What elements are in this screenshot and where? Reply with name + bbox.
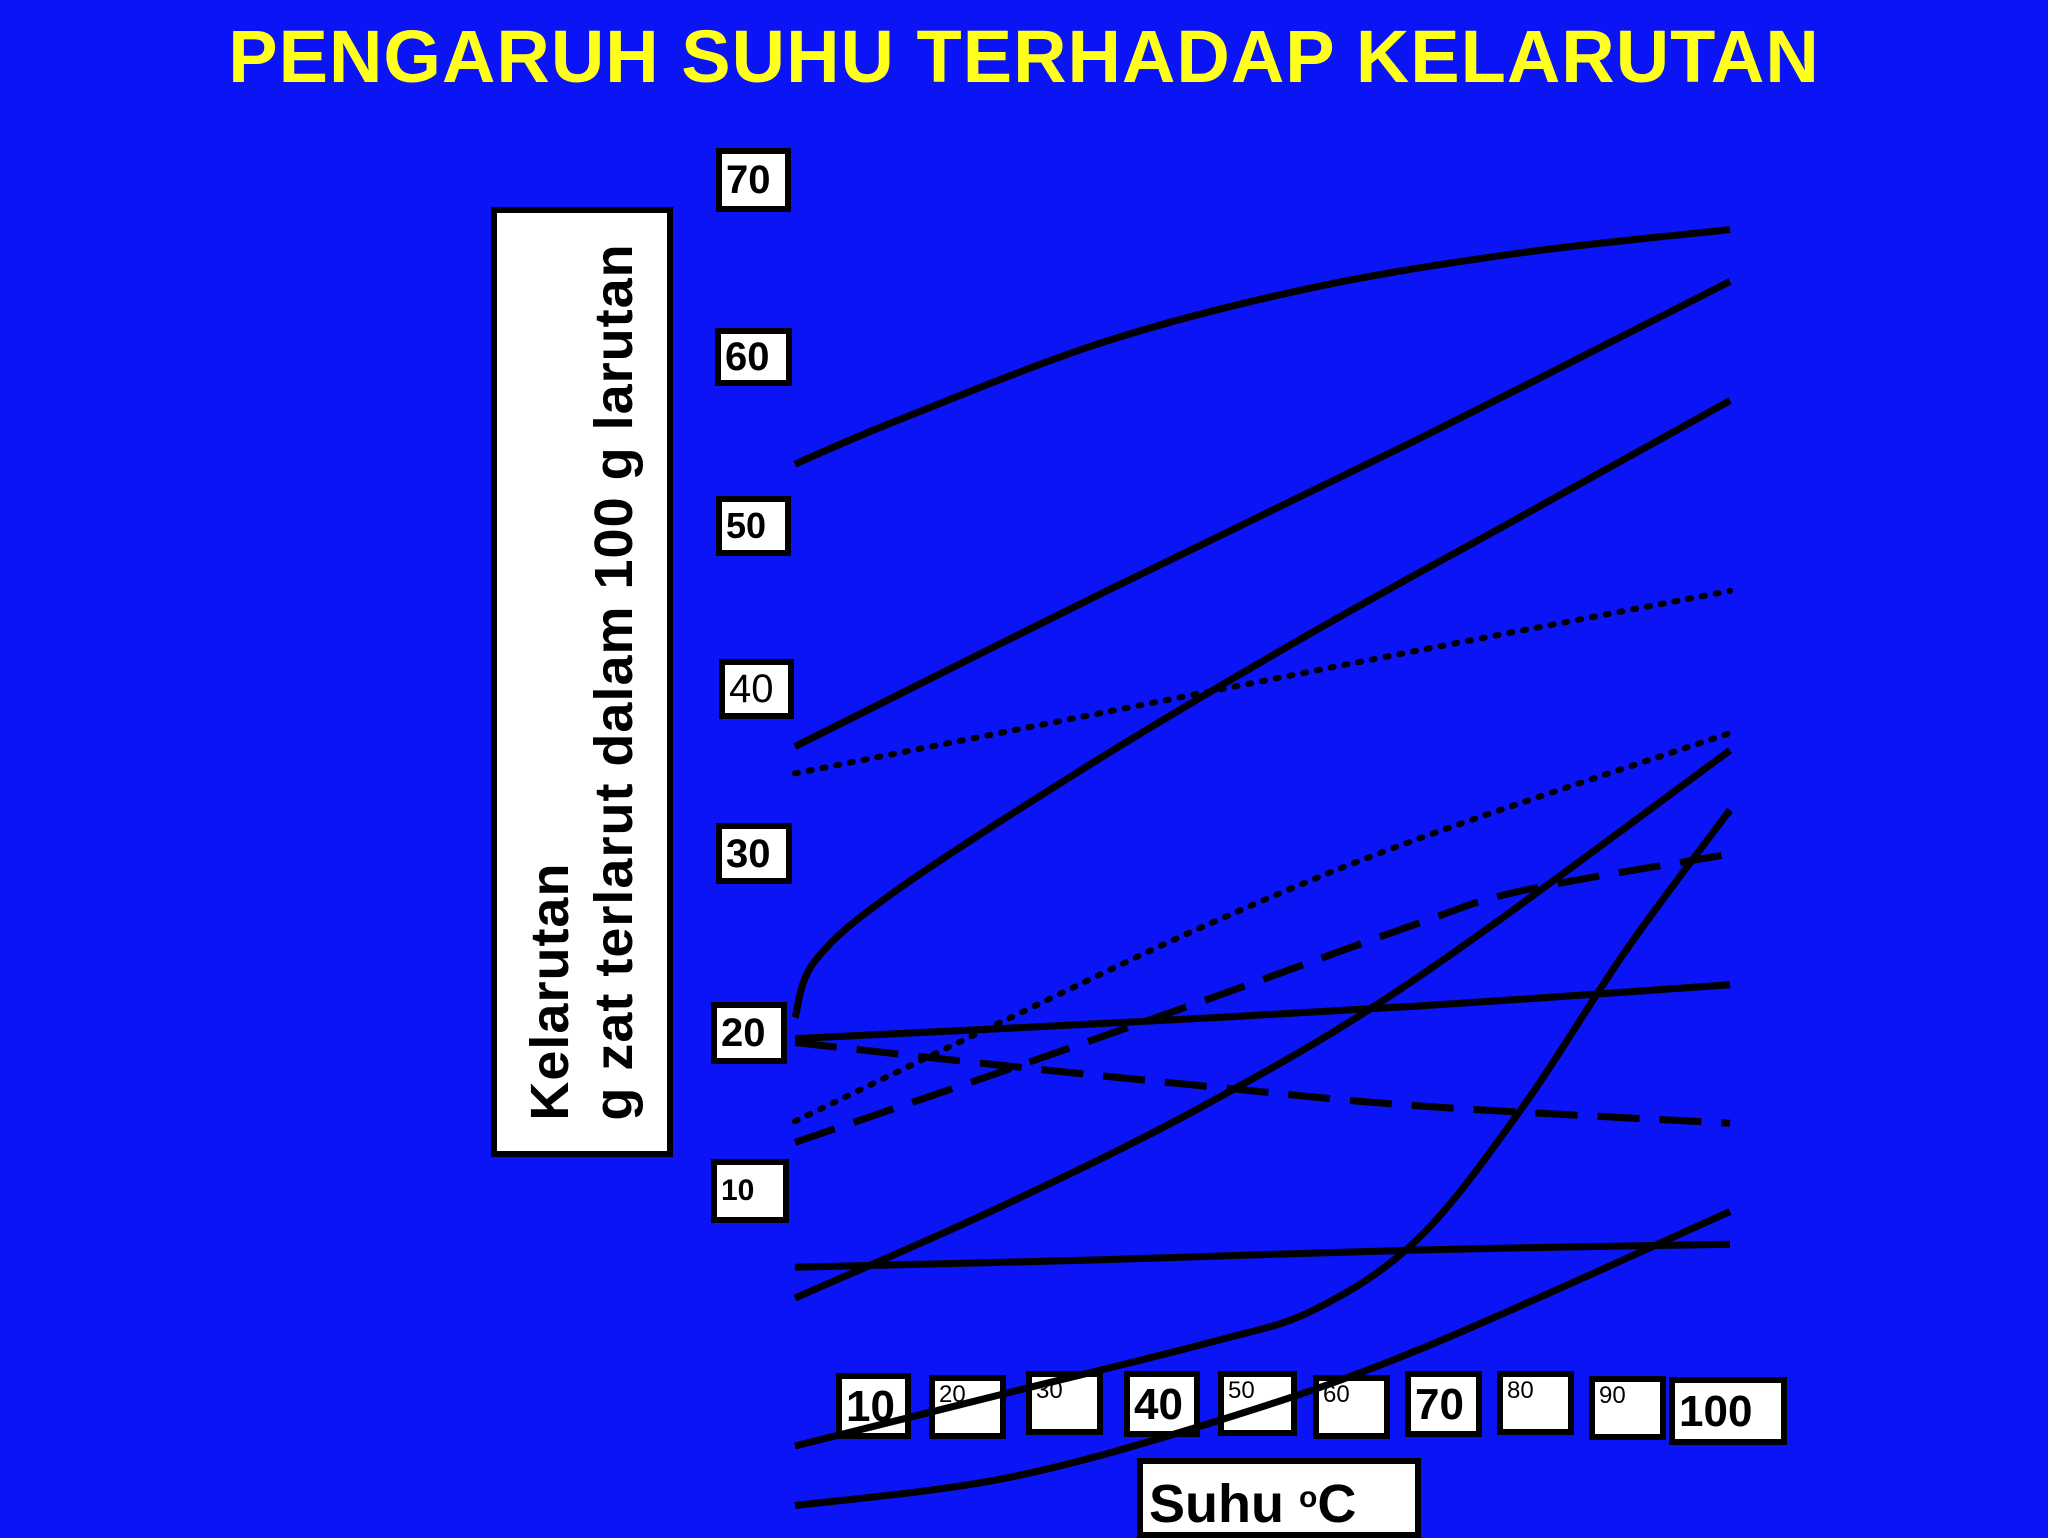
y-tick-label: 70: [716, 148, 791, 212]
y-tick-label: 40: [719, 659, 794, 719]
series-line-6: [793, 850, 1731, 1146]
series-line-4: [792, 587, 1733, 777]
y-tick-label: 60: [715, 328, 792, 386]
series-line-7: [794, 1039, 1731, 1127]
x-axis-label: Suhu oC: [1137, 1458, 1421, 1538]
x-axis-label-unit: C: [1317, 1474, 1357, 1534]
y-axis-label-line1: Kelarutan: [520, 862, 580, 1121]
series-line-1: [793, 226, 1731, 468]
x-tick-label: 20: [929, 1375, 1006, 1439]
series-line-5: [792, 730, 1733, 1125]
x-tick-label: 40: [1124, 1371, 1200, 1437]
x-axis-label-degree: o: [1299, 1481, 1318, 1514]
series-line-9: [793, 747, 1733, 1302]
y-tick-label: 50: [716, 496, 791, 556]
x-tick-label: 90: [1589, 1376, 1666, 1440]
x-tick-label: 10: [836, 1373, 911, 1439]
x-tick-label: 50: [1218, 1371, 1297, 1436]
series-line-8: [794, 981, 1731, 1043]
y-tick-label: 10: [711, 1159, 789, 1223]
series-line-11: [794, 807, 1733, 1450]
x-tick-label: 100: [1669, 1377, 1787, 1445]
y-axis-label-box: Kelarutan g zat terlarut dalam 100 g lar…: [491, 207, 673, 1157]
x-tick-label: 60: [1313, 1375, 1390, 1439]
x-tick-label: 30: [1026, 1371, 1103, 1435]
y-tick-label: 30: [716, 823, 792, 884]
y-tick-label: 20: [711, 1002, 787, 1064]
y-axis-label: Kelarutan g zat terlarut dalam 100 g lar…: [518, 243, 646, 1120]
x-tick-label: 70: [1405, 1371, 1482, 1437]
series-line-2: [793, 278, 1732, 750]
x-axis-label-text: Suhu: [1149, 1474, 1284, 1534]
x-tick-label: 80: [1497, 1371, 1574, 1435]
y-axis-label-line2: g zat terlarut dalam 100 g larutan: [584, 243, 644, 1121]
series-line-10: [794, 1240, 1731, 1271]
chart-title: PENGARUH SUHU TERHADAP KELARUTAN: [228, 15, 1820, 98]
series-line-3: [791, 397, 1732, 1019]
